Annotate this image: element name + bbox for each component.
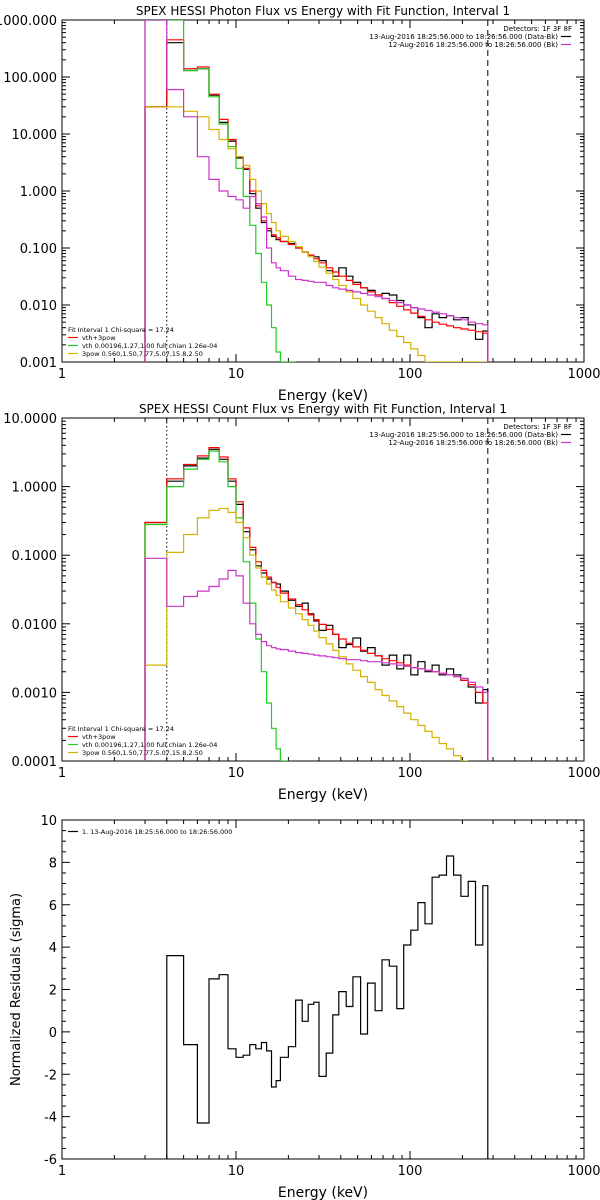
chart-2: SPEX HESSI Count Flux vs Energy with Fit… [3, 402, 600, 803]
chart-1: SPEX HESSI Photon Flux vs Energy with Fi… [0, 4, 600, 404]
series-group [144, 20, 489, 362]
y-tick-label: 2 [49, 984, 57, 999]
info-text: Detectors: 1F 3F 8F [503, 423, 572, 431]
chart-title: SPEX HESSI Count Flux vs Energy with Fit… [139, 402, 507, 416]
x-tick-label: 1 [58, 766, 66, 781]
x-tick-label: 10 [228, 1164, 245, 1179]
x-tick-label: 1 [58, 1164, 66, 1179]
legend-text: vth 0.00196,1.27,1.00 full chian 1.26e-0… [82, 741, 217, 749]
series-bk [144, 557, 489, 761]
y-tick-label: 8 [49, 856, 57, 871]
y-axis-label: Normalized Residuals (sigma) [9, 893, 24, 1086]
x-tick-label: 1000 [567, 367, 600, 382]
x-tick-label: 100 [398, 766, 423, 781]
legend-text: 1. 13-Aug-2016 18:25:56.000 to 18:26:56.… [82, 828, 232, 836]
series-3pow [144, 106, 488, 362]
y-tick-label: -4 [44, 1111, 57, 1126]
y-tick-label: 0.0100 [12, 618, 58, 633]
y-tick-label: 0.001 [20, 356, 57, 371]
y-axis: -6 -4 -2 0 2 4 6 8 10 Normalized Residuals (sigma… [9, 814, 584, 1168]
x-axis-label: Energy (keV) [278, 388, 368, 404]
x-axis: 1 10 100 1000 Energy (keV) [58, 820, 600, 1200]
y-tick-label: 0.1000 [12, 549, 58, 564]
x-axis-label: Energy (keV) [278, 1185, 368, 1200]
series-vth [144, 450, 289, 761]
x-tick-label: 100 [398, 1164, 423, 1179]
x-tick-label: 10 [228, 766, 245, 781]
legend: 1. 13-Aug-2016 18:25:56.000 to 18:26:56.… [68, 828, 232, 836]
x-axis: 1 10 100 1000 Energy (keV) [58, 20, 600, 404]
info-text: 13-Aug-2016 18:25:56.000 to 18:26:56.000… [369, 33, 558, 41]
y-tick-label: 1.000 [20, 185, 57, 200]
series-group [166, 855, 489, 1159]
y-tick-label: 0.0010 [12, 686, 58, 701]
series-data-bk [144, 42, 489, 362]
series-1-13-aug-2016-18-25-56-000-to-18-26-56-000 [166, 855, 489, 1159]
y-tick-label: -6 [44, 1153, 57, 1168]
legend-text: Fit Interval 1 Chi-square = 17.24 [68, 725, 174, 733]
legend-text: vth 0.00196,1.27,1.00 full chian 1.26e-0… [82, 342, 217, 350]
x-axis-label: Energy (keV) [278, 787, 368, 803]
plot-frame [61, 417, 585, 762]
y-tick-label: 0.0001 [12, 755, 58, 770]
y-tick-label: 4 [49, 941, 57, 956]
x-tick-label: 1000 [567, 766, 600, 781]
series-vth-3pow [144, 447, 489, 761]
chart-3: 1 10 100 1000 Energy (keV) -6 -4 -2 0 2 4 6 8 10 Norma… [9, 814, 600, 1200]
info-text: 13-Aug-2016 18:25:56.000 to 18:26:56.000… [369, 431, 558, 439]
legend-text: 3pow 0.560,1.50,7.77,5.07,15.8,2.50 [82, 350, 203, 358]
plot-frame [61, 819, 585, 1160]
y-tick-label: 10.0000 [3, 412, 57, 427]
legend: Fit Interval 1 Chi-square = 17.24vth+3po… [68, 725, 217, 757]
y-tick-label: 10.000 [12, 128, 58, 143]
x-tick-label: 1000 [567, 1164, 600, 1179]
y-tick-label: 0.100 [20, 242, 57, 257]
y-tick-label: 1.0000 [12, 481, 58, 496]
legend-text: 3pow 0.560,1.50,7.77,5.07,15.8,2.50 [82, 749, 203, 757]
y-tick-label: -2 [44, 1068, 57, 1083]
series-group [144, 447, 489, 761]
y-tick-label: 1000.000 [0, 14, 57, 29]
info-text: 12-Aug-2016 18:25:56.000 to 18:26:56.000… [388, 41, 558, 49]
y-tick-label: 10 [40, 814, 57, 829]
x-tick-label: 100 [398, 367, 423, 382]
x-axis: 1 10 100 1000 Energy (keV) [58, 418, 600, 803]
series-bk [144, 20, 489, 362]
info-text: 12-Aug-2016 18:25:56.000 to 18:26:56.000… [388, 439, 558, 447]
legend-text: vth+3pow [82, 733, 116, 741]
x-tick-label: 1 [58, 367, 66, 382]
legend-text: Fit Interval 1 Chi-square = 17.24 [68, 326, 174, 334]
y-tick-label: 6 [49, 899, 57, 914]
plot-frame [61, 19, 585, 363]
y-axis: 0.0001 0.0010 0.0100 0.1000 1.0000 10.0000 [3, 412, 584, 770]
series-vth [144, 20, 296, 362]
series-3pow [144, 507, 469, 761]
legend-text: vth+3pow [82, 334, 116, 342]
y-axis: 0.001 0.010 0.100 1.000 10.000 100.000 1000.00… [0, 14, 584, 371]
x-tick-label: 10 [228, 367, 245, 382]
info-text: Detectors: 1F 3F 8F [503, 25, 572, 33]
series-data-bk [144, 448, 489, 761]
legend: Fit Interval 1 Chi-square = 17.24vth+3po… [68, 326, 217, 358]
y-tick-label: 100.000 [3, 71, 57, 86]
y-tick-label: 0 [49, 1026, 57, 1041]
chart-title: SPEX HESSI Photon Flux vs Energy with Fi… [136, 4, 510, 18]
y-tick-label: 0.010 [20, 299, 57, 314]
